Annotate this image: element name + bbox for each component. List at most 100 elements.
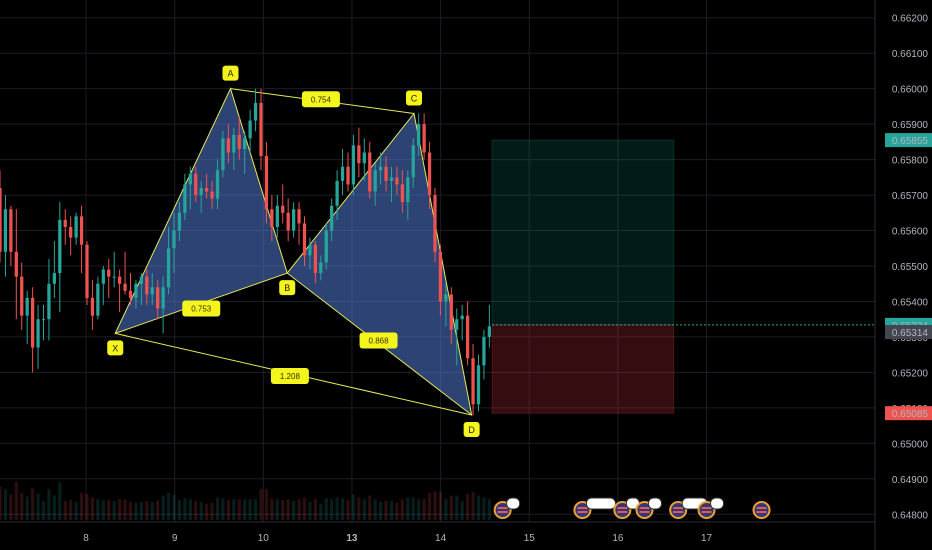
candle-body[interactable] xyxy=(3,209,8,252)
candle-body[interactable] xyxy=(438,251,443,302)
candle-body[interactable] xyxy=(134,283,138,298)
candle-body[interactable] xyxy=(161,287,165,309)
candle-body[interactable] xyxy=(25,297,29,316)
candle-body[interactable] xyxy=(215,170,220,199)
candle-body[interactable] xyxy=(378,166,383,171)
candle-body[interactable] xyxy=(36,319,40,348)
candle-body[interactable] xyxy=(362,152,366,164)
candle-body[interactable] xyxy=(487,326,491,337)
candle-body[interactable] xyxy=(455,319,459,330)
candle-body[interactable] xyxy=(302,223,307,256)
candle-body[interactable] xyxy=(90,297,95,316)
ratio-label-box[interactable] xyxy=(359,332,398,349)
candle-body[interactable] xyxy=(74,216,78,238)
candle-body[interactable] xyxy=(253,102,258,121)
candle-body[interactable] xyxy=(248,120,252,139)
candle-body[interactable] xyxy=(482,336,486,366)
candle-body[interactable] xyxy=(150,287,154,295)
candle-body[interactable] xyxy=(324,230,328,263)
candle-body[interactable] xyxy=(194,173,198,196)
candle-body[interactable] xyxy=(259,102,263,157)
candle-body[interactable] xyxy=(368,152,372,192)
candle-body[interactable] xyxy=(400,184,404,203)
candle-body[interactable] xyxy=(112,276,116,278)
candle-body[interactable] xyxy=(373,170,377,192)
candle-body[interactable] xyxy=(313,244,317,274)
candle-body[interactable] xyxy=(308,244,312,256)
candle-body[interactable] xyxy=(357,145,361,164)
ratio-label-box[interactable] xyxy=(301,91,340,108)
candle-body[interactable] xyxy=(286,212,290,231)
point-label-box[interactable] xyxy=(406,90,423,106)
candle-body[interactable] xyxy=(9,209,13,252)
candle-body[interactable] xyxy=(319,262,323,274)
candle-body[interactable] xyxy=(465,315,470,359)
candle-body[interactable] xyxy=(14,251,18,277)
candle-body[interactable] xyxy=(460,315,464,320)
candle-body[interactable] xyxy=(232,134,236,153)
price-label-box[interactable] xyxy=(885,324,932,339)
candle-body[interactable] xyxy=(395,177,399,185)
candle-body[interactable] xyxy=(389,177,394,181)
candle-body[interactable] xyxy=(210,191,214,199)
candle-body[interactable] xyxy=(20,276,24,316)
candle-body[interactable] xyxy=(330,205,334,231)
candle-body[interactable] xyxy=(226,138,230,153)
candle-body[interactable] xyxy=(291,209,296,231)
candle-body[interactable] xyxy=(128,290,133,298)
candle-body[interactable] xyxy=(221,138,225,171)
candle-body[interactable] xyxy=(476,365,481,405)
candle-body[interactable] xyxy=(346,166,350,185)
candle-body[interactable] xyxy=(52,273,57,284)
candle-body[interactable] xyxy=(166,248,171,288)
loss-zone[interactable] xyxy=(491,324,675,414)
candle-body[interactable] xyxy=(351,145,356,185)
candle-body[interactable] xyxy=(427,152,432,196)
ratio-label-box[interactable] xyxy=(270,367,309,384)
ratio-label-box[interactable] xyxy=(182,300,221,317)
candle-body[interactable] xyxy=(47,283,51,320)
point-label-box[interactable] xyxy=(222,65,239,81)
candle-body[interactable] xyxy=(384,166,388,181)
candle-body[interactable] xyxy=(69,226,73,238)
candle-body[interactable] xyxy=(335,180,339,206)
candle-body[interactable] xyxy=(117,276,122,284)
candle-body[interactable] xyxy=(30,297,35,348)
candle-body[interactable] xyxy=(264,156,269,210)
candle-body[interactable] xyxy=(422,124,426,153)
candle-body[interactable] xyxy=(63,219,67,227)
candle-body[interactable] xyxy=(96,283,100,316)
point-label-box[interactable] xyxy=(107,340,124,356)
price-label-box[interactable] xyxy=(885,133,932,148)
candle-body[interactable] xyxy=(270,209,274,227)
candle-body[interactable] xyxy=(188,173,192,185)
candle-body[interactable] xyxy=(58,219,62,274)
candle-body[interactable] xyxy=(172,230,176,249)
candle-body[interactable] xyxy=(199,187,203,196)
candle-body[interactable] xyxy=(411,145,415,178)
candle-body[interactable] xyxy=(0,187,2,252)
candle-body[interactable] xyxy=(417,124,421,146)
candle-body[interactable] xyxy=(101,269,105,284)
profit-zone[interactable] xyxy=(491,139,675,326)
candle-body[interactable] xyxy=(79,216,84,245)
candle-body[interactable] xyxy=(177,212,182,231)
candle-body[interactable] xyxy=(123,283,127,291)
candle-body[interactable] xyxy=(433,195,437,252)
candle-body[interactable] xyxy=(41,319,46,321)
candle-body[interactable] xyxy=(340,166,345,181)
candle-body[interactable] xyxy=(275,205,279,227)
candle-body[interactable] xyxy=(406,177,410,203)
flag-icon[interactable] xyxy=(752,501,771,519)
point-label-box[interactable] xyxy=(463,421,480,437)
candle-body[interactable] xyxy=(297,209,301,224)
candle-body[interactable] xyxy=(204,187,209,192)
candle-body[interactable] xyxy=(449,294,453,330)
candle-body[interactable] xyxy=(183,184,187,213)
point-label-box[interactable] xyxy=(279,280,296,296)
candle-body[interactable] xyxy=(85,244,89,298)
candle-body[interactable] xyxy=(444,294,448,302)
candle-body[interactable] xyxy=(145,276,149,295)
